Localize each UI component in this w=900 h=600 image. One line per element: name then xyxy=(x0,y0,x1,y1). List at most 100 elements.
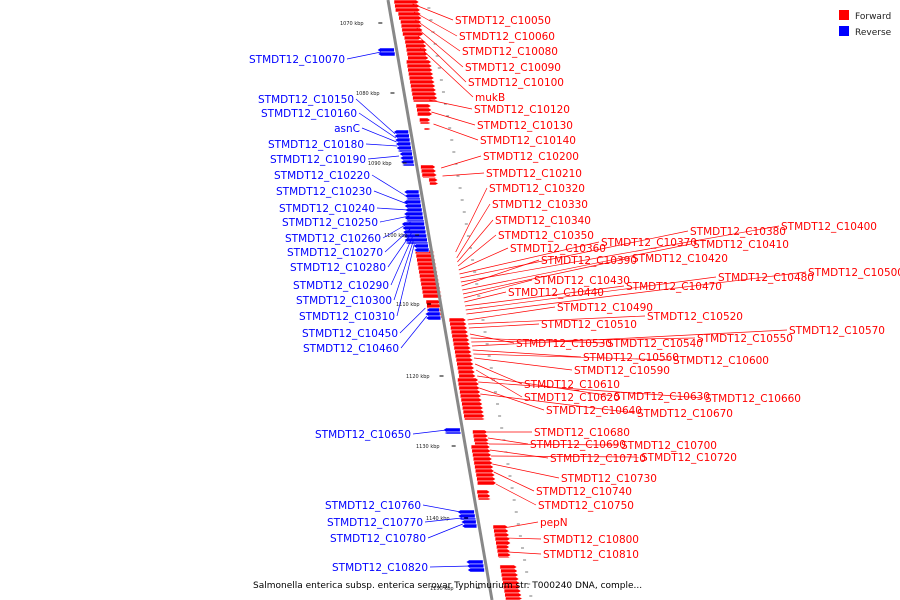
reverse-gene-label[interactable]: STMDT12_C10460 xyxy=(303,343,399,355)
reverse-gene-block xyxy=(466,563,485,569)
forward-gene-label[interactable]: STMDT12_C10800 xyxy=(543,534,639,546)
forward-gene-label[interactable]: STMDT12_C10630 xyxy=(614,391,710,403)
reverse-gene-label[interactable]: STMDT12_C10230 xyxy=(276,186,372,198)
forward-gene-label[interactable]: STMDT12_C10370 xyxy=(601,237,697,249)
reverse-gene-label[interactable]: STMDT12_C10260 xyxy=(285,233,381,245)
kbp-tick-label: 1120 kbp xyxy=(406,374,430,380)
reverse-leader-line xyxy=(396,243,415,317)
forward-gene-label[interactable]: STMDT12_C10080 xyxy=(462,46,558,58)
reverse-gene-label[interactable]: STMDT12_C10070 xyxy=(249,54,345,66)
reverse-leader-line xyxy=(412,429,447,435)
forward-gene-block xyxy=(476,489,491,495)
reverse-gene-label[interactable]: STMDT12_C10450 xyxy=(302,328,398,340)
forward-gene-label[interactable]: STMDT12_C10440 xyxy=(508,287,604,299)
forward-gene-block xyxy=(477,493,492,499)
forward-gene-label[interactable]: STMDT12_C10500 xyxy=(808,267,900,279)
forward-gene-label[interactable]: STMDT12_C10320 xyxy=(489,183,585,195)
forward-gene-label[interactable]: STMDT12_C10600 xyxy=(673,355,769,367)
forward-gene-label[interactable]: STMDT12_C10710 xyxy=(550,453,646,465)
forward-gene-block xyxy=(454,349,473,355)
forward-gene-label[interactable]: STMDT12_C10740 xyxy=(536,486,632,498)
reverse-gene-label[interactable]: STMDT12_C10290 xyxy=(293,280,389,292)
forward-gene-block xyxy=(492,524,509,530)
forward-gene-label[interactable]: STMDT12_C10470 xyxy=(626,281,722,293)
reverse-gene-label[interactable]: STMDT12_C10770 xyxy=(327,517,423,529)
forward-gene-label[interactable]: STMDT12_C10390 xyxy=(541,255,637,267)
reverse-gene-label[interactable]: STMDT12_C10820 xyxy=(332,562,428,574)
forward-gene-label[interactable]: STMDT12_C10380 xyxy=(690,226,786,238)
forward-gene-label[interactable]: mukB xyxy=(475,92,505,104)
forward-gene-label[interactable]: STMDT12_C10560 xyxy=(583,352,679,364)
reverse-leader-line xyxy=(373,190,408,205)
forward-leader-line xyxy=(417,35,467,83)
forward-gene-label[interactable]: STMDT12_C10050 xyxy=(455,15,551,27)
forward-gene-label[interactable]: STMDT12_C10350 xyxy=(498,230,594,242)
forward-gene-label[interactable]: STMDT12_C10680 xyxy=(534,427,630,439)
reverse-leader-line xyxy=(422,504,461,513)
forward-gene-label[interactable]: STMDT12_C10210 xyxy=(486,168,582,180)
forward-leader-line xyxy=(416,27,464,68)
forward-gene-label[interactable]: STMDT12_C10730 xyxy=(561,473,657,485)
forward-leader-line xyxy=(489,449,549,459)
reverse-gene-label[interactable]: STMDT12_C10270 xyxy=(287,247,383,259)
forward-gene-label[interactable]: pepN xyxy=(540,517,568,529)
reverse-gene-block xyxy=(376,47,395,53)
reverse-gene-label[interactable]: STMDT12_C10760 xyxy=(325,500,421,512)
forward-gene-label[interactable]: STMDT12_C10480 xyxy=(718,272,814,284)
reverse-gene-label[interactable]: STMDT12_C10250 xyxy=(282,217,378,229)
reverse-gene-label[interactable]: STMDT12_C10300 xyxy=(296,295,392,307)
backbone-layer xyxy=(386,0,494,600)
forward-gene-label[interactable]: STMDT12_C10750 xyxy=(538,500,634,512)
forward-gene-label[interactable]: STMDT12_C10810 xyxy=(543,549,639,561)
forward-gene-label[interactable]: STMDT12_C10140 xyxy=(480,135,576,147)
reverse-gene-label[interactable]: STMDT12_C10650 xyxy=(315,429,411,441)
forward-gene-label[interactable]: STMDT12_C10120 xyxy=(474,104,570,116)
forward-gene-label[interactable]: STMDT12_C10590 xyxy=(574,365,670,377)
forward-gene-label[interactable]: STMDT12_C10530 xyxy=(516,338,612,350)
forward-gene-label[interactable]: STMDT12_C10700 xyxy=(621,440,717,452)
forward-leader-line xyxy=(474,357,573,371)
reverse-gene-label[interactable]: STMDT12_C10780 xyxy=(330,533,426,545)
gene-labels-layer[interactable]: STMDT12_C10050 STMDT12_C10060 STMDT12_C100… xyxy=(249,15,900,574)
reverse-gene-label[interactable]: asnC xyxy=(334,123,360,135)
forward-gene-label[interactable]: STMDT12_C10640 xyxy=(546,405,642,417)
reverse-gene-label[interactable]: STMDT12_C10150 xyxy=(258,94,354,106)
forward-gene-label[interactable]: STMDT12_C10430 xyxy=(534,275,630,287)
forward-gene-label[interactable]: STMDT12_C10410 xyxy=(693,239,789,251)
forward-gene-block xyxy=(403,35,422,41)
forward-gene-label[interactable]: STMDT12_C10690 xyxy=(530,439,626,451)
forward-gene-label[interactable]: STMDT12_C10720 xyxy=(641,452,737,464)
reverse-gene-label[interactable]: STMDT12_C10240 xyxy=(279,203,375,215)
forward-gene-label[interactable]: STMDT12_C10340 xyxy=(495,215,591,227)
reverse-gene-label[interactable]: STMDT12_C10160 xyxy=(261,108,357,120)
forward-gene-label[interactable]: STMDT12_C10200 xyxy=(483,151,579,163)
forward-gene-label[interactable]: STMDT12_C10570 xyxy=(789,325,885,337)
reverse-leader-line xyxy=(371,174,407,197)
forward-gene-label[interactable]: STMDT12_C10490 xyxy=(557,302,653,314)
forward-gene-label[interactable]: STMDT12_C10540 xyxy=(607,338,703,350)
reverse-gene-label[interactable]: STMDT12_C10280 xyxy=(290,262,386,274)
forward-gene-label[interactable]: STMDT12_C10330 xyxy=(492,199,588,211)
forward-gene-label[interactable]: STMDT12_C10400 xyxy=(781,221,877,233)
forward-gene-label[interactable]: STMDT12_C10620 xyxy=(524,392,620,404)
forward-gene-label[interactable]: STMDT12_C10090 xyxy=(465,62,561,74)
reverse-gene-label[interactable]: STMDT12_C10180 xyxy=(268,139,364,151)
forward-gene-label[interactable]: STMDT12_C10130 xyxy=(477,120,573,132)
forward-leader-line xyxy=(431,111,476,126)
reverse-gene-label[interactable]: STMDT12_C10310 xyxy=(299,311,395,323)
forward-leader-line xyxy=(474,363,523,385)
reverse-gene-label[interactable]: STMDT12_C10190 xyxy=(270,154,366,166)
forward-gene-label[interactable]: STMDT12_C10360 xyxy=(510,243,606,255)
reverse-gene-label[interactable]: STMDT12_C10220 xyxy=(274,170,370,182)
reverse-gene-block xyxy=(395,141,411,147)
forward-gene-label[interactable]: STMDT12_C10520 xyxy=(647,311,743,323)
forward-gene-label[interactable]: STMDT12_C10060 xyxy=(459,31,555,43)
forward-gene-label[interactable]: STMDT12_C10670 xyxy=(637,408,733,420)
forward-gene-label[interactable]: STMDT12_C10610 xyxy=(524,379,620,391)
forward-gene-label[interactable]: STMDT12_C10100 xyxy=(468,77,564,89)
forward-gene-label[interactable]: STMDT12_C10660 xyxy=(705,393,801,405)
forward-gene-label[interactable]: STMDT12_C10550 xyxy=(697,333,793,345)
forward-gene-label[interactable]: STMDT12_C10420 xyxy=(632,253,728,265)
reverse-leader-line xyxy=(424,517,462,523)
forward-gene-label[interactable]: STMDT12_C10510 xyxy=(541,319,637,331)
